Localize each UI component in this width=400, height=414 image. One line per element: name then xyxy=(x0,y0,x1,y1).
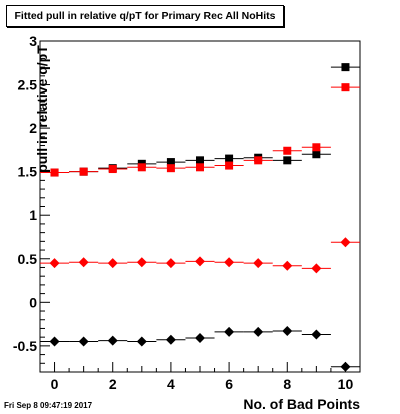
data-point xyxy=(283,156,292,165)
data-point xyxy=(166,158,175,167)
data-point xyxy=(107,335,118,346)
plot-frame xyxy=(39,40,361,373)
axis-ticks xyxy=(39,40,361,373)
data-point xyxy=(312,143,321,152)
data-point xyxy=(195,256,205,267)
data-point xyxy=(165,334,176,345)
y-tick-label: 0.5 xyxy=(18,251,38,267)
data-point xyxy=(225,161,234,170)
y-tick-label: -0.5 xyxy=(13,338,37,354)
x-tick-label: 8 xyxy=(283,376,291,392)
data-point xyxy=(224,326,235,337)
data-point xyxy=(165,258,176,269)
data-point xyxy=(50,168,59,177)
data-point xyxy=(341,83,350,92)
x-tick-label: 10 xyxy=(338,376,354,392)
chart-title: Fitted pull in relative q/pT for Primary… xyxy=(14,10,276,22)
x-tick-label: 2 xyxy=(109,376,117,392)
y-tick-label: 1 xyxy=(29,207,37,223)
data-point xyxy=(166,164,175,173)
data-point xyxy=(282,326,293,337)
data-point xyxy=(224,257,235,268)
data-point xyxy=(225,154,234,163)
data-point xyxy=(136,336,147,347)
data-point xyxy=(49,258,60,269)
data-point xyxy=(79,167,88,176)
data-point xyxy=(311,263,322,274)
y-tick-label: 1.5 xyxy=(18,164,38,180)
data-point xyxy=(78,257,89,268)
data-point xyxy=(196,163,204,172)
axis-tick-labels: 0 2 4 6 8 10 -0.5 0 0.5 1 1.5 2 2.5 3 xyxy=(13,33,354,392)
data-point xyxy=(283,146,292,155)
x-tick-label: 6 xyxy=(225,376,233,392)
y-tick-label: 2 xyxy=(29,120,37,136)
data-point xyxy=(137,163,146,172)
data-point xyxy=(108,165,117,174)
y-tick-label: 3 xyxy=(29,33,37,49)
data-point xyxy=(282,260,293,271)
data-point xyxy=(341,63,350,72)
data-point xyxy=(78,336,89,347)
data-marks xyxy=(40,63,360,372)
data-point xyxy=(253,326,264,337)
data-point xyxy=(340,237,351,248)
x-tick-label: 4 xyxy=(167,376,175,392)
title-box: Fitted pull in relative q/pT for Primary… xyxy=(6,5,284,27)
y-tick-label: 0 xyxy=(29,294,37,310)
data-point xyxy=(254,156,263,165)
data-point xyxy=(136,257,147,268)
y-axis-label: pull in relative q/pT xyxy=(34,45,50,173)
data-point xyxy=(107,258,118,269)
data-point xyxy=(195,333,205,344)
data-point xyxy=(340,361,351,372)
data-point xyxy=(253,258,264,269)
x-tick-label: 0 xyxy=(51,376,59,392)
data-point xyxy=(49,336,60,347)
x-axis-label: No. of Bad Points xyxy=(243,396,360,412)
data-point xyxy=(196,156,204,165)
y-tick-label: 2.5 xyxy=(18,77,38,93)
data-point xyxy=(312,150,321,159)
data-point xyxy=(311,329,322,340)
datestamp: Fri Sep 8 09:47:19 2017 xyxy=(4,401,93,410)
